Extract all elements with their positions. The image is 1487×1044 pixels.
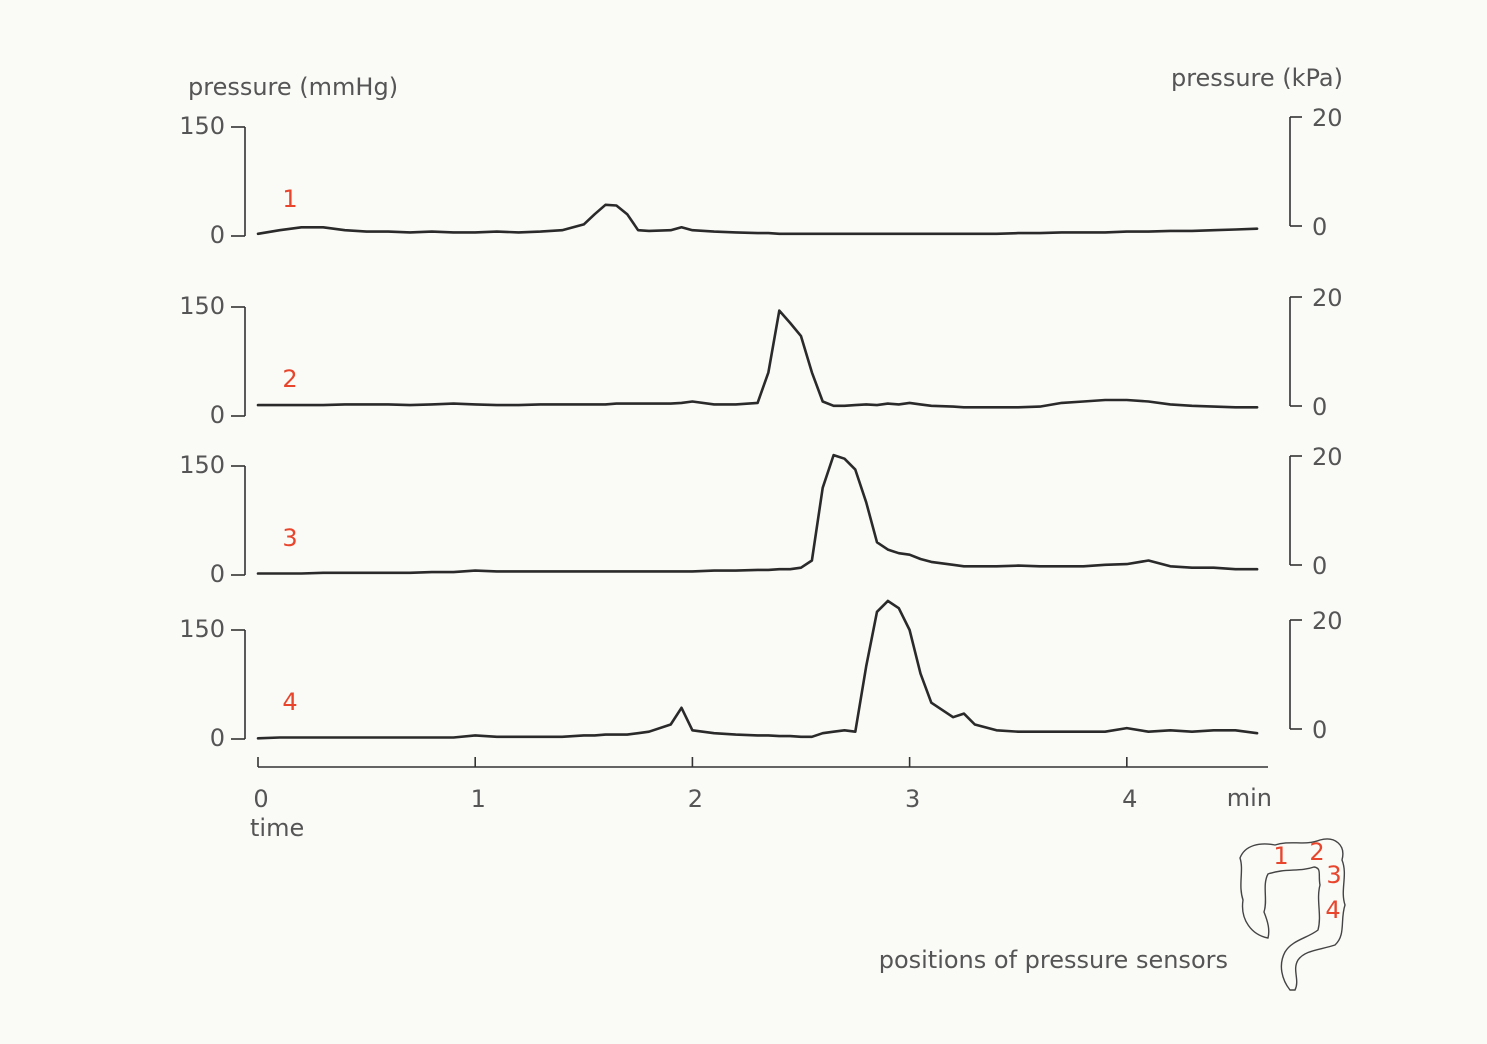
y-tick-label: 0 [210,560,225,588]
y-axis-label: pressure (mmHg) [188,73,398,101]
trace [256,203,1259,236]
y-tick-label: 0 [210,724,225,752]
x-unit-label: min [1227,784,1272,812]
y-tick-label: 150 [179,451,225,479]
x-tick-label: 2 [688,785,703,813]
trace [256,453,1259,575]
x-tick-label: 1 [471,785,486,813]
trace [256,309,1259,409]
colon-diagram [1239,838,1346,991]
series-label: 2 [282,365,297,393]
sensor-label: 3 [1326,861,1341,889]
y2-tick-label: 20 [1312,104,1343,132]
y-tick-label: 150 [179,615,225,643]
x-tick-label: 0 [253,785,268,813]
colon-outline [1239,838,1346,991]
series-label: 1 [282,185,297,213]
y-tick-label: 150 [179,112,225,140]
y-tick-label: 0 [210,221,225,249]
sensor-label: 2 [1309,838,1324,866]
x-tick-label: 4 [1122,785,1137,813]
y2-tick-label: 0 [1312,213,1327,241]
series-label: 3 [282,524,297,552]
sensor-label: 1 [1273,842,1288,870]
y2-tick-label: 20 [1312,607,1343,635]
sensor-label: 4 [1325,896,1340,924]
series-label: 4 [282,688,297,716]
y2-axis-label: pressure (kPa) [1171,64,1343,92]
y2-tick-label: 20 [1312,443,1343,471]
x-tick-label: 3 [905,785,920,813]
y-tick-label: 0 [210,401,225,429]
y-tick-label: 150 [179,292,225,320]
y2-tick-label: 0 [1312,716,1327,744]
y2-tick-label: 20 [1312,284,1343,312]
x-axis-label: time [250,814,304,842]
trace [256,599,1259,740]
annotation: positions of pressure sensors [879,946,1228,974]
y2-tick-label: 0 [1312,393,1327,421]
y2-tick-label: 0 [1312,552,1327,580]
